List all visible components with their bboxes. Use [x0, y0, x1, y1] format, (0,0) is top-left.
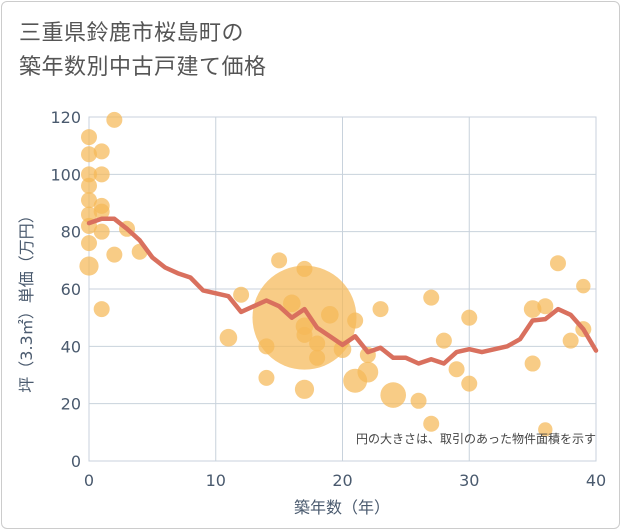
data-bubble — [435, 332, 452, 349]
axes: 0 20 40 60 80 100 120 0 10 20 30 40 — [50, 108, 606, 490]
x-tick-label: 10 — [206, 471, 226, 490]
y-tick-label: 40 — [61, 337, 81, 356]
data-bubble — [93, 223, 110, 240]
data-bubble — [233, 286, 250, 303]
data-bubble — [93, 166, 110, 183]
y-tick-label: 120 — [50, 108, 81, 127]
chart-title: 三重県鈴鹿市桜島町の 築年数別中古戸建て価格 — [19, 17, 267, 85]
y-tick-label: 0 — [71, 452, 81, 471]
x-axis-label: 築年数（年） — [294, 498, 390, 517]
y-tick-label: 100 — [50, 165, 81, 184]
data-bubble — [347, 312, 364, 329]
data-bubble — [423, 289, 440, 306]
data-bubble — [296, 260, 313, 277]
data-bubble — [81, 177, 97, 194]
x-tick-label: 30 — [459, 471, 479, 490]
x-tick-label: 40 — [586, 471, 606, 490]
data-bubble — [461, 309, 478, 326]
data-bubble — [296, 326, 313, 343]
average-price-line — [86, 216, 599, 366]
data-bubble — [410, 392, 427, 409]
data-bubble — [81, 206, 97, 223]
chart-title-line-2: 築年数別中古戸建て価格 — [19, 55, 267, 80]
data-bubble — [271, 252, 288, 269]
data-bubble — [81, 192, 97, 209]
x-tick-label: 20 — [332, 471, 352, 490]
bubble-series — [79, 111, 592, 437]
data-bubble — [461, 375, 478, 392]
data-bubble — [93, 203, 110, 220]
data-bubble — [106, 246, 123, 263]
data-bubble — [538, 422, 553, 437]
data-bubble — [81, 129, 97, 146]
data-bubble — [106, 111, 123, 128]
trend-line-series — [86, 216, 599, 366]
data-bubble — [79, 256, 99, 276]
data-bubble — [562, 332, 579, 349]
chart-annotation: 円の大きさは、取引のあった物件面積を示す — [356, 431, 596, 446]
data-bubble — [372, 301, 389, 318]
y-tick-label: 80 — [61, 223, 81, 242]
data-bubble — [81, 235, 97, 252]
data-bubble — [549, 255, 566, 272]
data-bubble — [448, 361, 465, 378]
data-bubble — [81, 146, 97, 163]
data-bubble — [219, 328, 238, 347]
data-bubble — [333, 340, 352, 359]
chart-title-line-1: 三重県鈴鹿市桜島町の — [19, 21, 245, 46]
data-bubble — [309, 349, 326, 366]
data-bubble — [524, 355, 541, 372]
data-bubble — [258, 369, 275, 386]
x-tick-label: 0 — [84, 471, 94, 490]
y-tick-label: 60 — [61, 280, 81, 299]
data-bubble — [576, 278, 591, 294]
data-bubble — [321, 306, 339, 324]
data-bubble — [523, 300, 542, 318]
y-tick-label: 20 — [61, 395, 81, 414]
data-bubble — [81, 166, 97, 183]
data-bubble — [93, 143, 110, 160]
data-bubble — [380, 382, 407, 408]
data-bubble — [309, 335, 326, 352]
data-bubble — [357, 361, 379, 383]
data-bubble — [283, 294, 301, 313]
data-bubble — [258, 338, 275, 355]
data-bubble — [93, 301, 110, 318]
y-axis-label: 坪（3.3㎡）単価（万円） — [17, 207, 36, 392]
data-bubble — [423, 415, 440, 432]
plot-border — [88, 116, 597, 462]
data-bubble — [294, 379, 315, 399]
data-bubble — [537, 298, 554, 315]
